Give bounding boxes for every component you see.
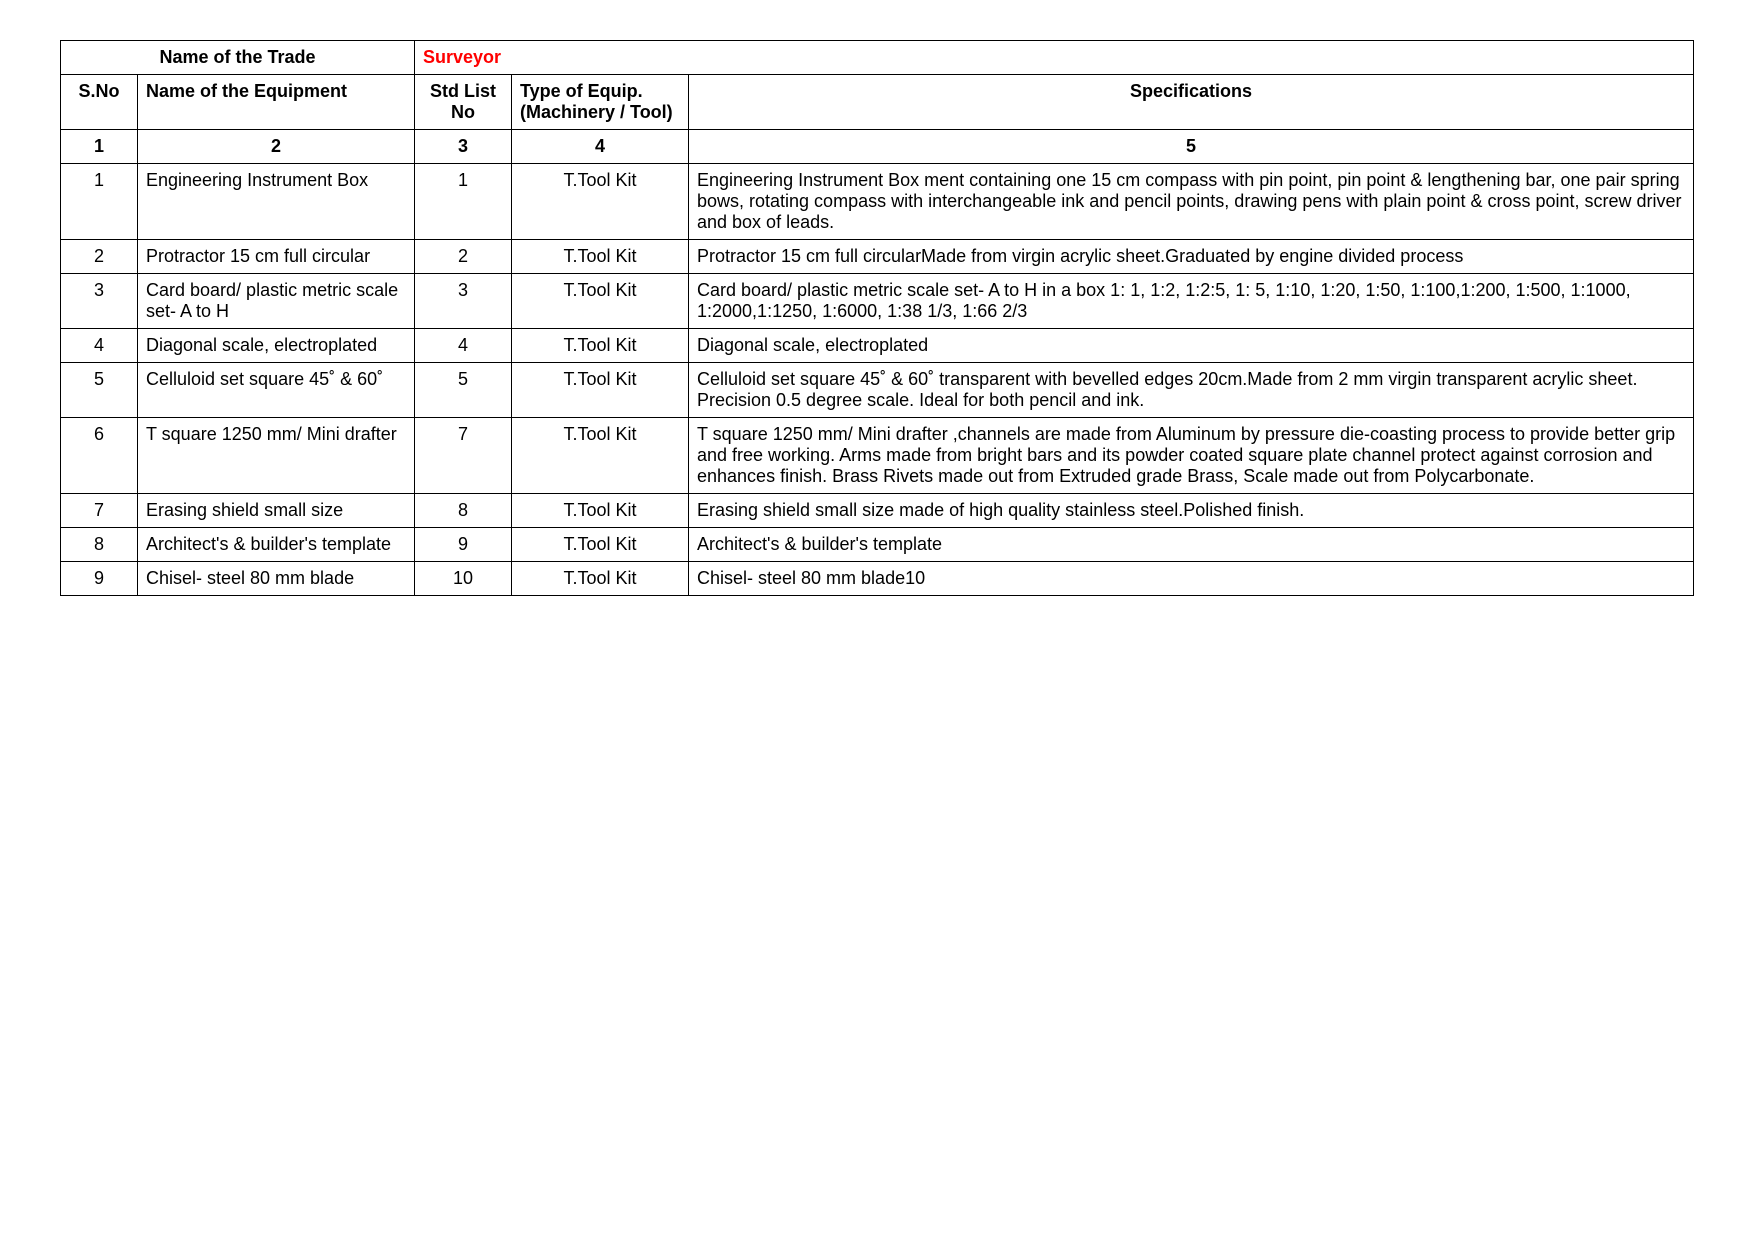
colnum-3: 3: [415, 130, 512, 164]
sno-cell: 1: [61, 164, 138, 240]
surveyor-cell: Surveyor: [415, 41, 1694, 75]
name-cell: Protractor 15 cm full circular: [138, 240, 415, 274]
type-cell: T.Tool Kit: [512, 528, 689, 562]
colnum-4: 4: [512, 130, 689, 164]
name-of-trade-label: Name of the Trade: [159, 47, 315, 67]
name-cell: Erasing shield small size: [138, 494, 415, 528]
sno-cell: 3: [61, 274, 138, 329]
sno-cell: 2: [61, 240, 138, 274]
colnum-1: 1: [61, 130, 138, 164]
name-cell: T square 1250 mm/ Mini drafter: [138, 418, 415, 494]
sno-cell: 9: [61, 562, 138, 596]
spec-cell: Architect's & builder's template: [689, 528, 1694, 562]
table-row: 3Card board/ plastic metric scale set- A…: [61, 274, 1694, 329]
colnum-2: 2: [138, 130, 415, 164]
name-cell: Architect's & builder's template: [138, 528, 415, 562]
std-cell: 7: [415, 418, 512, 494]
type-header: Type of Equip. (Machinery / Tool): [512, 75, 689, 130]
name-cell: Chisel- steel 80 mm blade: [138, 562, 415, 596]
sno-cell: 4: [61, 329, 138, 363]
name-cell: Celluloid set square 45˚ & 60˚: [138, 363, 415, 418]
equipment-table: Name of the Trade Surveyor S.No Name of …: [60, 40, 1694, 596]
name-cell: Card board/ plastic metric scale set- A …: [138, 274, 415, 329]
column-header-row: S.No Name of the Equipment Std List No T…: [61, 75, 1694, 130]
std-cell: 5: [415, 363, 512, 418]
surveyor-label: Surveyor: [423, 47, 501, 67]
std-cell: 2: [415, 240, 512, 274]
spec-cell: Engineering Instrument Box ment containi…: [689, 164, 1694, 240]
table-row: 6T square 1250 mm/ Mini drafter7T.Tool K…: [61, 418, 1694, 494]
sno-cell: 6: [61, 418, 138, 494]
std-cell: 1: [415, 164, 512, 240]
table-row: 7Erasing shield small size8T.Tool KitEra…: [61, 494, 1694, 528]
std-cell: 3: [415, 274, 512, 329]
name-cell: Diagonal scale, electroplated: [138, 329, 415, 363]
std-cell: 4: [415, 329, 512, 363]
table-row: 9Chisel- steel 80 mm blade10T.Tool KitCh…: [61, 562, 1694, 596]
table-row: 8Architect's & builder's template9T.Tool…: [61, 528, 1694, 562]
name-of-trade-cell: Name of the Trade: [61, 41, 415, 75]
type-cell: T.Tool Kit: [512, 329, 689, 363]
trade-header-row: Name of the Trade Surveyor: [61, 41, 1694, 75]
std-header: Std List No: [415, 75, 512, 130]
spec-cell: Protractor 15 cm full circularMade from …: [689, 240, 1694, 274]
type-cell: T.Tool Kit: [512, 363, 689, 418]
sno-cell: 8: [61, 528, 138, 562]
table-row: 1Engineering Instrument Box1T.Tool KitEn…: [61, 164, 1694, 240]
sno-cell: 7: [61, 494, 138, 528]
table-row: 2Protractor 15 cm full circular2T.Tool K…: [61, 240, 1694, 274]
spec-cell: Celluloid set square 45˚ & 60˚ transpare…: [689, 363, 1694, 418]
name-header: Name of the Equipment: [138, 75, 415, 130]
std-cell: 10: [415, 562, 512, 596]
spec-cell: Chisel- steel 80 mm blade10: [689, 562, 1694, 596]
table-row: 4Diagonal scale, electroplated4T.Tool Ki…: [61, 329, 1694, 363]
type-cell: T.Tool Kit: [512, 274, 689, 329]
spec-cell: T square 1250 mm/ Mini drafter ,channels…: [689, 418, 1694, 494]
type-cell: T.Tool Kit: [512, 240, 689, 274]
std-cell: 8: [415, 494, 512, 528]
type-cell: T.Tool Kit: [512, 164, 689, 240]
std-cell: 9: [415, 528, 512, 562]
type-cell: T.Tool Kit: [512, 494, 689, 528]
sno-header: S.No: [61, 75, 138, 130]
spec-cell: Card board/ plastic metric scale set- A …: [689, 274, 1694, 329]
spec-cell: Erasing shield small size made of high q…: [689, 494, 1694, 528]
type-cell: T.Tool Kit: [512, 418, 689, 494]
table-row: 5Celluloid set square 45˚ & 60˚5T.Tool K…: [61, 363, 1694, 418]
type-cell: T.Tool Kit: [512, 562, 689, 596]
column-number-row: 1 2 3 4 5: [61, 130, 1694, 164]
name-cell: Engineering Instrument Box: [138, 164, 415, 240]
sno-cell: 5: [61, 363, 138, 418]
colnum-5: 5: [689, 130, 1694, 164]
spec-header: Specifications: [689, 75, 1694, 130]
spec-cell: Diagonal scale, electroplated: [689, 329, 1694, 363]
